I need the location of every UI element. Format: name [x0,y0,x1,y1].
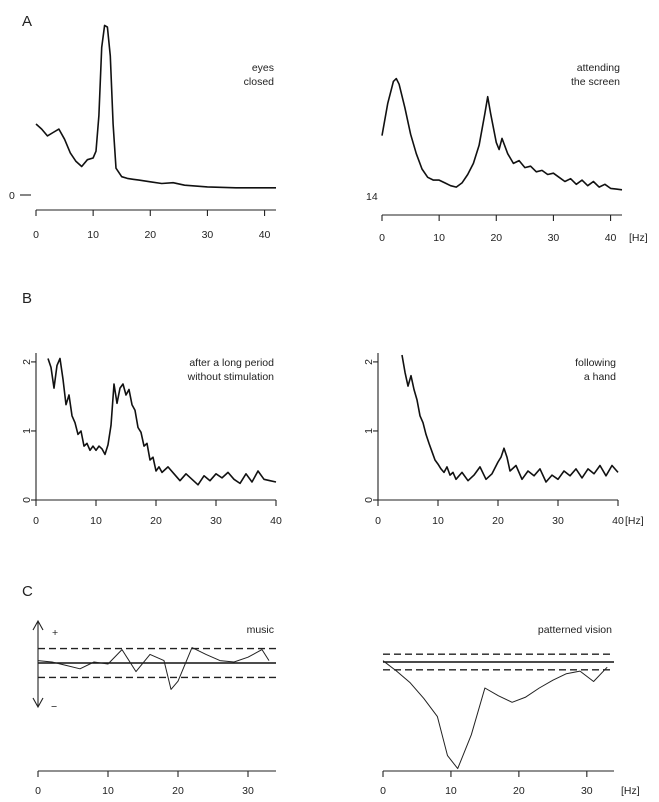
chart-b2: 0 10 20 30 40 [Hz] 0 1 2 following a hand [363,353,644,527]
y-marker-label: 14 [366,191,378,203]
x-axis-unit: [Hz] [621,785,640,797]
panel-label-c: C [22,583,33,600]
chart-a2: 0 10 20 30 40 [Hz] 14 attending the screen [366,62,648,244]
x-tick-label: 30 [210,515,222,527]
x-tick-label: 30 [548,232,560,244]
x-tick-label: 20 [172,785,184,797]
panel-label-a: A [22,13,32,30]
y-tick-label: 0 [363,497,375,503]
x-tick-label: 0 [35,785,41,797]
annotation-line: a hand [584,371,616,383]
annotation-line: eyes [252,62,274,74]
x-tick-label: 10 [445,785,457,797]
annotation-line: music [247,624,274,636]
data-trace-a1 [35,24,276,189]
y-tick-label: 2 [363,359,375,365]
data-trace-c1 [37,647,270,690]
minus-sign: − [51,701,57,713]
x-tick-label: 10 [102,785,114,797]
x-tick-label: 10 [432,515,444,527]
x-axis-unit: [Hz] [629,232,648,244]
x-tick-label: 0 [375,515,381,527]
arrow-up-head [32,619,44,631]
y-tick-label: 1 [21,428,33,434]
chart-c1: 0 10 20 30 + − music [32,619,276,797]
x-tick-label: 40 [605,232,617,244]
panel-label-b: B [22,290,32,307]
x-tick-label: 20 [490,232,502,244]
x-tick-label: 40 [270,515,282,527]
y-zero-label: 0 [9,190,15,202]
x-tick-label: 20 [150,515,162,527]
chart-c2: 0 10 20 30 [Hz] patterned vision [380,624,640,797]
annotation-line: after a long period [189,357,274,369]
chart-a1: 0 10 20 30 40 0 eyes closed [9,24,276,241]
x-tick-label: 10 [433,232,445,244]
x-tick-label: 0 [380,785,386,797]
annotation-line: attending [577,62,620,74]
y-tick-label: 1 [363,428,375,434]
x-tick-label: 0 [33,515,39,527]
annotation-line: without stimulation [187,371,275,383]
chart-b1: 0 10 20 30 40 0 1 2 after a long period without s… [21,353,282,527]
x-tick-label: 40 [259,229,271,241]
annotation-line: following [575,357,616,369]
data-trace-b1 [47,357,277,486]
x-tick-label: 30 [242,785,254,797]
x-tick-label: 30 [581,785,593,797]
x-tick-label: 30 [552,515,564,527]
annotation-line: closed [244,76,275,88]
data-trace-c2 [382,660,608,770]
x-tick-label: 40 [612,515,624,527]
x-tick-label: 10 [90,515,102,527]
data-trace-b2 [401,354,619,483]
x-tick-label: 20 [144,229,156,241]
y-tick-label: 2 [21,359,33,365]
x-axis-unit: [Hz] [625,515,644,527]
x-tick-label: 30 [202,229,214,241]
x-tick-label: 0 [33,229,39,241]
data-trace-a2 [381,77,623,191]
arrow-down-head [32,697,44,709]
y-tick-label: 0 [21,497,33,503]
plus-sign: + [52,627,58,639]
annotation-line: the screen [571,76,620,88]
x-tick-label: 20 [492,515,504,527]
x-tick-label: 20 [513,785,525,797]
x-tick-label: 0 [379,232,385,244]
x-tick-label: 10 [87,229,99,241]
annotation-line: patterned vision [538,624,612,636]
